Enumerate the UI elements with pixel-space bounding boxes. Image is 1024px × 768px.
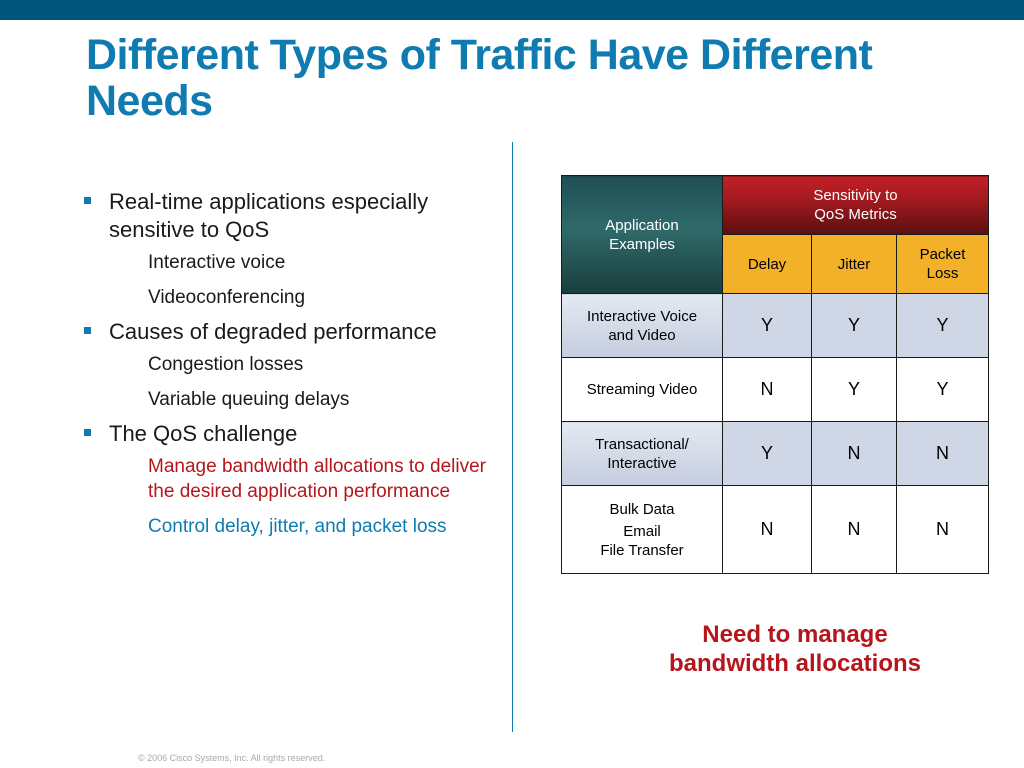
vertical-divider (512, 142, 513, 732)
sub-item: Variable queuing delays (148, 389, 350, 410)
cell-jitter: Y (811, 293, 897, 358)
header-packet-loss: Packet Loss (896, 234, 989, 294)
square-bullet-icon (84, 429, 91, 436)
cell-jitter: Y (811, 357, 897, 422)
header-jitter: Jitter (811, 234, 897, 294)
sub-item-highlight-red: Manage bandwidth allocations to deliver … (148, 456, 486, 502)
row-application: Streaming Video (561, 357, 723, 422)
table-header-row: Application Examples Sensitivity to QoS … (561, 175, 989, 294)
table-row: Streaming Video N Y Y (561, 357, 989, 422)
copyright-footer: © 2006 Cisco Systems, Inc. All rights re… (138, 753, 326, 763)
sub-list: Interactive voice Videoconferencing (109, 250, 504, 310)
row-application: Interactive Voice and Video (561, 293, 723, 358)
square-bullet-icon (84, 197, 91, 204)
cell-delay: Y (722, 293, 812, 358)
cell-delay: Y (722, 421, 812, 486)
bullet-text: Real-time applications especially sensit… (109, 189, 429, 242)
qos-sensitivity-table: Application Examples Sensitivity to QoS … (561, 175, 989, 574)
bullet-list: Real-time applications especially sensit… (84, 188, 504, 547)
cell-delay: N (722, 485, 812, 574)
header-application-examples: Application Examples (561, 175, 723, 294)
square-bullet-icon (84, 327, 91, 334)
bullet-item: Causes of degraded performance Congestio… (84, 318, 504, 412)
top-bar (0, 0, 1024, 20)
callout-text: Need to manage bandwidth allocations (668, 621, 921, 677)
bullet-text: The QoS challenge (109, 421, 298, 446)
sub-item: Videoconferencing (148, 287, 306, 308)
sub-item: Interactive voice (148, 252, 286, 273)
cell-packet-loss: N (896, 485, 989, 574)
slide-title: Different Types of Traffic Have Differen… (86, 31, 873, 125)
bullet-text: Causes of degraded performance (109, 319, 437, 344)
bullet-item: The QoS challenge Manage bandwidth alloc… (84, 420, 504, 539)
sub-item: Congestion losses (148, 354, 304, 375)
table-row: Transactional/ Interactive Y N N (561, 421, 989, 486)
row-application: Transactional/ Interactive (561, 421, 723, 486)
sub-list: Manage bandwidth allocations to deliver … (109, 454, 504, 539)
cell-packet-loss: Y (896, 293, 989, 358)
header-sensitivity: Sensitivity to QoS Metrics (722, 175, 989, 235)
table-row: Bulk Data Email File Transfer N N N (561, 485, 989, 574)
sub-item-highlight-blue: Control delay, jitter, and packet loss (148, 516, 447, 537)
table-row: Interactive Voice and Video Y Y Y (561, 293, 989, 358)
cell-packet-loss: Y (896, 357, 989, 422)
cell-jitter: N (811, 421, 897, 486)
row-application: Bulk Data Email File Transfer (561, 485, 723, 574)
header-delay: Delay (722, 234, 812, 294)
cell-delay: N (722, 357, 812, 422)
sub-list: Congestion losses Variable queuing delay… (109, 352, 504, 412)
table-subheader-row: Delay Jitter Packet Loss (562, 234, 989, 294)
bullet-item: Real-time applications especially sensit… (84, 188, 504, 310)
cell-packet-loss: N (896, 421, 989, 486)
cell-jitter: N (811, 485, 897, 574)
